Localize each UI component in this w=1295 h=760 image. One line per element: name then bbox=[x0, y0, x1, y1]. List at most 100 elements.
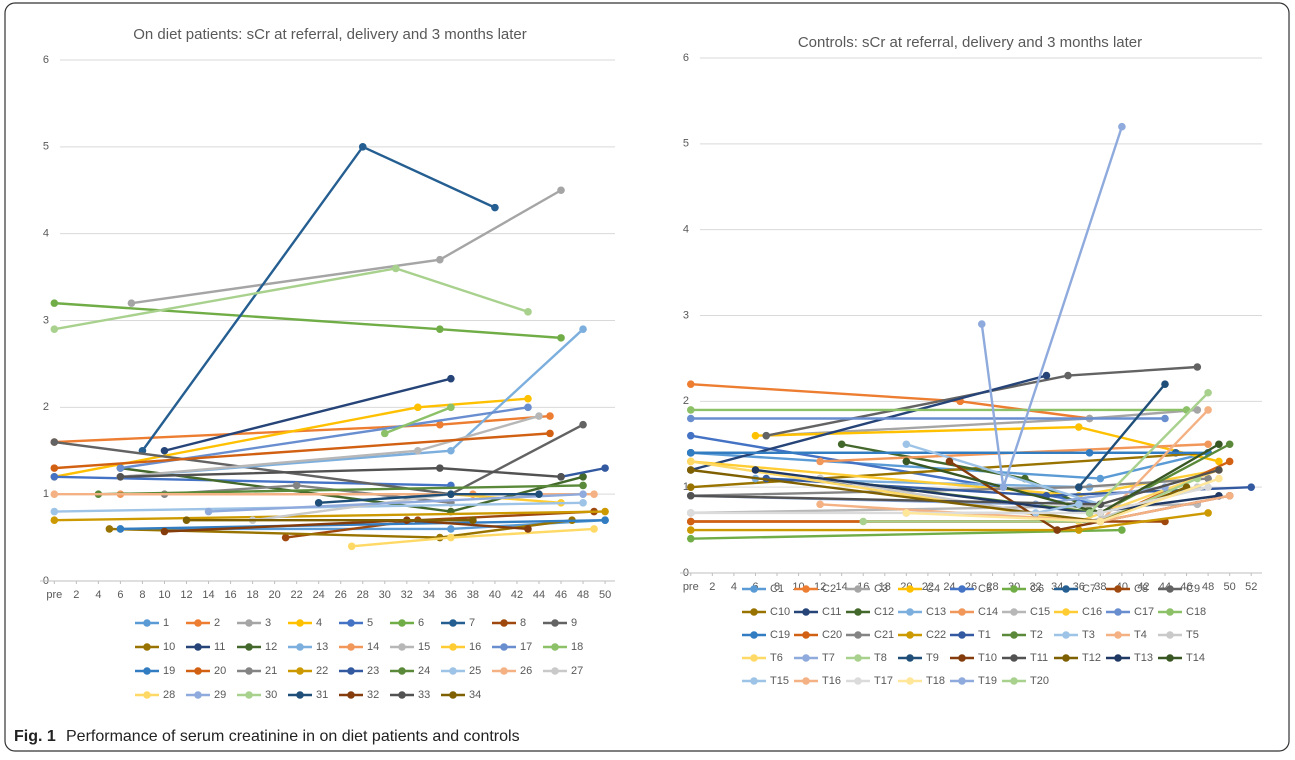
point bbox=[391, 264, 400, 273]
legend-label: 10 bbox=[163, 641, 175, 653]
legend-label: T3 bbox=[1082, 629, 1095, 641]
point bbox=[116, 525, 125, 533]
point bbox=[686, 483, 695, 491]
legend-marker bbox=[449, 691, 457, 699]
legend-label: C17 bbox=[1134, 606, 1154, 618]
series-line bbox=[54, 432, 551, 470]
legend-label: 19 bbox=[163, 665, 175, 677]
legend-marker bbox=[194, 667, 202, 675]
point bbox=[859, 517, 868, 526]
legend-marker bbox=[449, 667, 457, 675]
point bbox=[1215, 474, 1223, 483]
legend-marker bbox=[1010, 631, 1018, 639]
x-tick-label: 36 bbox=[445, 589, 457, 601]
legend-label: T14 bbox=[1186, 652, 1205, 664]
legend-label: T7 bbox=[822, 652, 835, 664]
x-tick-label: 16 bbox=[224, 589, 236, 601]
legend-label: 4 bbox=[316, 617, 322, 629]
x-tick-label: 2 bbox=[73, 589, 79, 601]
point bbox=[436, 255, 444, 264]
point bbox=[579, 490, 587, 498]
legend-marker bbox=[854, 585, 862, 593]
legend-label: 22 bbox=[316, 665, 328, 677]
series-line bbox=[690, 374, 1047, 472]
legend-label: C6 bbox=[1030, 583, 1044, 595]
point bbox=[601, 507, 609, 516]
point bbox=[945, 457, 954, 466]
series-line bbox=[905, 443, 1101, 506]
x-tick-label: 32 bbox=[1030, 581, 1042, 593]
point bbox=[524, 308, 532, 316]
legend-marker bbox=[245, 643, 253, 651]
x-tick-label: 4 bbox=[95, 589, 101, 601]
point bbox=[1215, 466, 1223, 474]
legend-marker bbox=[958, 608, 966, 616]
x-tick-label: 14 bbox=[836, 581, 848, 593]
point bbox=[50, 507, 59, 516]
x-tick-label: pre bbox=[46, 589, 62, 601]
point bbox=[1204, 406, 1212, 414]
point bbox=[686, 457, 695, 466]
legend-marker bbox=[296, 643, 304, 651]
point bbox=[1074, 526, 1083, 534]
y-tick-label: 4 bbox=[43, 228, 49, 240]
point bbox=[601, 464, 609, 472]
legend-label: 25 bbox=[469, 665, 481, 677]
point bbox=[1074, 423, 1083, 431]
x-tick-label: 46 bbox=[555, 589, 567, 601]
point bbox=[1247, 483, 1256, 491]
point bbox=[902, 509, 911, 517]
point bbox=[1096, 517, 1105, 526]
legend-label: 33 bbox=[418, 689, 430, 701]
point bbox=[535, 412, 543, 420]
chart-title: On diet patients: sCr at referral, deliv… bbox=[133, 26, 527, 43]
x-tick-label: 40 bbox=[489, 589, 501, 601]
series-line bbox=[252, 492, 452, 522]
point bbox=[116, 473, 125, 481]
point bbox=[447, 374, 455, 383]
legend-marker bbox=[854, 631, 862, 639]
x-tick-label: 26 bbox=[335, 589, 347, 601]
legend-label: T9 bbox=[926, 652, 939, 664]
x-tick-label: 34 bbox=[1051, 581, 1063, 593]
legend-marker bbox=[750, 608, 758, 616]
legend-label: T17 bbox=[874, 675, 893, 687]
x-tick-label: 10 bbox=[158, 589, 170, 601]
point bbox=[686, 380, 695, 388]
point bbox=[686, 534, 695, 543]
legend-label: 17 bbox=[520, 641, 532, 653]
series-line bbox=[1077, 383, 1166, 488]
legend-label: C5 bbox=[978, 583, 992, 595]
legend-label: 32 bbox=[367, 689, 379, 701]
point bbox=[686, 431, 695, 440]
x-tick-label: 38 bbox=[1094, 581, 1106, 593]
legend-marker bbox=[500, 643, 508, 651]
legend-label: C8 bbox=[1134, 583, 1148, 595]
legend-marker bbox=[347, 691, 355, 699]
legend-label: 34 bbox=[469, 689, 481, 701]
point bbox=[535, 490, 543, 498]
y-tick-label: 1 bbox=[43, 488, 49, 500]
x-tick-label: 52 bbox=[1245, 581, 1257, 593]
point bbox=[1096, 474, 1105, 483]
point bbox=[347, 542, 356, 551]
point bbox=[447, 533, 455, 542]
legend-marker bbox=[347, 619, 355, 627]
legend-marker bbox=[1166, 631, 1174, 639]
point bbox=[182, 516, 191, 525]
legend-marker bbox=[1010, 585, 1018, 593]
x-tick-label: 34 bbox=[423, 589, 435, 601]
legend-label: 9 bbox=[571, 617, 577, 629]
x-tick-label: 28 bbox=[986, 581, 998, 593]
series-line bbox=[1088, 391, 1209, 514]
point bbox=[447, 490, 455, 498]
point bbox=[314, 499, 323, 507]
point bbox=[751, 431, 760, 440]
point bbox=[686, 414, 695, 423]
x-tick-label: 50 bbox=[1224, 581, 1236, 593]
legend-label: 5 bbox=[367, 617, 373, 629]
legend-marker bbox=[958, 654, 966, 662]
point bbox=[1074, 500, 1083, 509]
legend-marker bbox=[750, 585, 758, 593]
series-line bbox=[560, 466, 606, 478]
